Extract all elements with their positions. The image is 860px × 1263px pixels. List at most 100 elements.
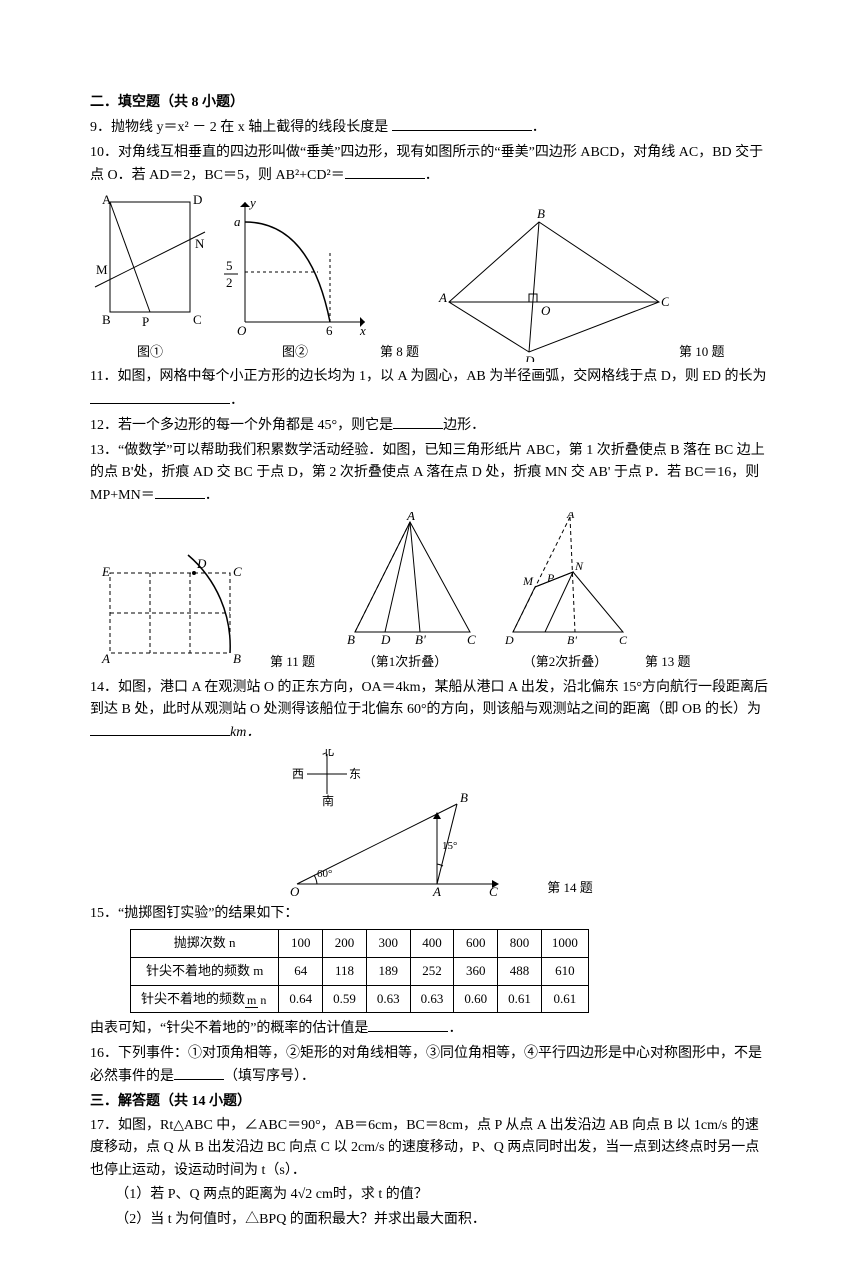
- svg-q10: B A C D O: [429, 202, 669, 362]
- svg-fig2: y x a 5 2 O 6: [220, 192, 370, 342]
- svg-text:D: D: [193, 192, 202, 207]
- svg-text:O: O: [541, 303, 551, 318]
- svg-text:E: E: [101, 564, 110, 579]
- fig-row-1: A D B C M N P 图① y x a 5 2 O 6 图②: [90, 192, 770, 363]
- q15-blank: [368, 1017, 448, 1032]
- svg-text:A: A: [406, 512, 415, 523]
- q11-blank: [90, 389, 230, 404]
- q15-intro: 15．“抛掷图钉实验”的结果如下：: [90, 903, 770, 925]
- q8-caption: 第 8 题: [380, 342, 419, 363]
- svg-q13b: A M N P D B' C: [495, 512, 635, 652]
- q11: 11．如图，网格中每个小正方形的边长均为 1，以 A 为圆心，AB 为半径画弧，…: [90, 366, 770, 412]
- svg-text:y: y: [248, 195, 256, 210]
- q17-sub2: （2）当 t 为何值时，△BPQ 的面积最大？并求出最大面积．: [90, 1209, 770, 1231]
- svg-text:B': B': [415, 632, 426, 647]
- q17: 17．如图，Rt△ABC 中，∠ABC＝90°，AB＝6cm，BC＝8cm，点 …: [90, 1115, 770, 1182]
- svg-text:5: 5: [226, 258, 233, 273]
- q12: 12．若一个多边形的每一个外角都是 45°，则它是 边形．: [90, 414, 770, 437]
- q9: 9．抛物线 y＝x² － 2 在 x 轴上截得的线段长度是 ．: [90, 116, 770, 139]
- q9-text: 9．抛物线 y＝x² － 2 在 x 轴上截得的线段长度是: [90, 120, 388, 135]
- svg-text:西: 西: [292, 767, 304, 781]
- svg-text:A: A: [438, 290, 447, 305]
- svg-text:P: P: [546, 571, 555, 585]
- svg-text:A: A: [101, 651, 110, 666]
- svg-text:B': B': [567, 633, 577, 647]
- svg-text:x: x: [359, 323, 366, 338]
- q10-blank: [345, 164, 425, 179]
- fig-q11: E D C A B: [90, 543, 260, 673]
- q13b-cap: （第2次折叠）: [495, 652, 635, 673]
- cap11: 第 11 题: [270, 652, 315, 673]
- fig-q8-2: y x a 5 2 O 6 图②: [220, 192, 370, 363]
- svg-text:6: 6: [326, 323, 333, 338]
- q9-blank: [392, 116, 532, 131]
- svg-text:C: C: [467, 632, 476, 647]
- q14: 14．如图，港口 A 在观测站 O 的正东方向，OA＝4km，某船从港口 A 出…: [90, 677, 770, 745]
- q12-text-a: 12．若一个多边形的每一个外角都是 45°，则它是: [90, 418, 393, 433]
- svg-text:C: C: [489, 884, 498, 899]
- svg-text:D: D: [504, 633, 514, 647]
- table-row: 针尖不着地的频数mn 0.64 0.59 0.63 0.63 0.60 0.61…: [131, 985, 589, 1013]
- svg-text:B: B: [102, 312, 111, 327]
- svg-text:南: 南: [322, 793, 334, 808]
- svg-text:C: C: [619, 633, 628, 647]
- svg-text:D: D: [196, 556, 207, 571]
- q16-blank: [174, 1065, 224, 1080]
- q10-caption: 第 10 题: [679, 342, 725, 363]
- svg-text:B: B: [233, 651, 241, 666]
- q13-blank: [155, 484, 205, 499]
- svg-text:O: O: [237, 323, 247, 338]
- q12-blank: [393, 414, 443, 429]
- fig-q13b: A M N P D B' C （第2次折叠）: [495, 512, 635, 673]
- fig-q8-1: A D B C M N P 图①: [90, 192, 210, 363]
- fig-row-2: E D C A B 第 11 题 A B D B' C （第1次折叠） A: [90, 512, 770, 673]
- svg-text:M: M: [522, 574, 534, 588]
- fig-q13a: A B D B' C （第1次折叠）: [325, 512, 485, 673]
- cap13: 第 13 题: [645, 652, 691, 673]
- svg-text:M: M: [96, 262, 108, 277]
- q10: 10．对角线互相垂直的四边形叫做“垂美”四边形，现有如图所示的“垂美”四边形 A…: [90, 142, 770, 188]
- section3-title: 三．解答题（共 14 小题）: [90, 1091, 770, 1113]
- svg-text:N: N: [195, 236, 205, 251]
- q10-text: 10．对角线互相垂直的四边形叫做“垂美”四边形，现有如图所示的“垂美”四边形 A…: [90, 145, 763, 183]
- svg-text:2: 2: [226, 275, 233, 290]
- svg-text:N: N: [574, 559, 584, 573]
- q14-blank: [90, 721, 230, 736]
- svg-text:A: A: [432, 884, 441, 899]
- q14-cap: 第 14 题: [547, 878, 593, 899]
- svg-text:15°: 15°: [442, 840, 457, 852]
- svg-q13a: A B D B' C: [325, 512, 485, 652]
- svg-text:P: P: [142, 314, 149, 329]
- q14-text-a: 14．如图，港口 A 在观测站 O 的正东方向，OA＝4km，某船从港口 A 出…: [90, 680, 768, 717]
- svg-text:D: D: [380, 632, 391, 647]
- q12-text-b: 边形．: [443, 418, 485, 433]
- svg-text:B: B: [347, 632, 355, 647]
- fig-q10: B A C D O: [429, 202, 669, 362]
- svg-text:C: C: [661, 294, 669, 309]
- svg-text:D: D: [524, 353, 535, 362]
- q14-text-b: km．: [230, 725, 260, 740]
- svg-text:C: C: [233, 564, 242, 579]
- svg-fig1: A D B C M N P: [90, 192, 210, 342]
- fig-q14-wrap: 北 南 西 东 60° 15° O A B C 第 14 题: [90, 749, 770, 899]
- fig1-caption: 图①: [90, 342, 210, 363]
- svg-text:60°: 60°: [317, 868, 332, 880]
- svg-text:A: A: [102, 192, 112, 207]
- fig2-caption: 图②: [220, 342, 370, 363]
- svg-text:A: A: [566, 512, 575, 521]
- q15-tail: 由表可知，“针尖不着地的”的概率的估计值是．: [90, 1017, 770, 1040]
- svg-q11: E D C A B: [90, 543, 260, 673]
- svg-text:O: O: [290, 884, 300, 899]
- svg-text:B: B: [460, 790, 468, 805]
- svg-text:B: B: [537, 206, 545, 221]
- q16: 16．下列事件：①对顶角相等，②矩形的对角线相等，③同位角相等，④平行四边形是中…: [90, 1043, 770, 1089]
- svg-text:a: a: [234, 214, 241, 229]
- svg-text:北: 北: [322, 749, 334, 758]
- q13a-cap: （第1次折叠）: [325, 652, 485, 673]
- svg-text:C: C: [193, 312, 202, 327]
- svg-q14: 北 南 西 东 60° 15° O A B C: [267, 749, 547, 899]
- frac-mn: mn: [245, 994, 268, 1006]
- section2-title: 二．填空题（共 8 小题）: [90, 92, 770, 114]
- table-row: 抛掷次数 n 100 200 300 400 600 800 1000: [131, 930, 589, 958]
- svg-text:东: 东: [349, 767, 361, 781]
